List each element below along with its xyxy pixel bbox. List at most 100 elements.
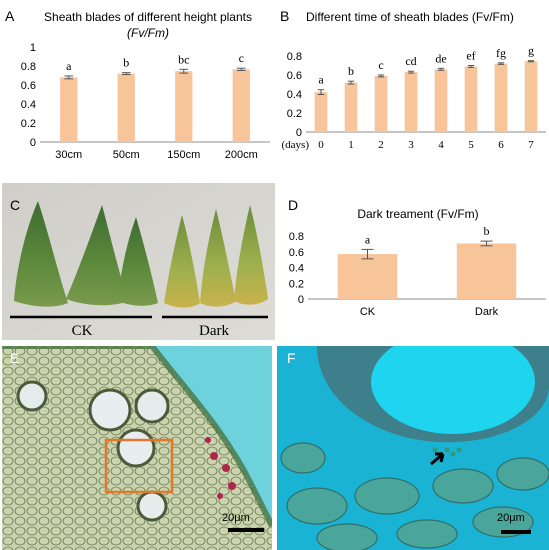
x-tick-label: 7	[528, 139, 534, 151]
x-axis-prefix: (days)	[282, 139, 310, 151]
leaf-dark-3	[234, 205, 268, 305]
dark-label: Dark	[199, 323, 229, 339]
x-tick-label: 150cm	[167, 149, 200, 161]
bar	[232, 69, 250, 142]
y-tick-label: 1	[30, 42, 36, 54]
panel-e-photo: E 20μm	[2, 346, 272, 550]
bar	[175, 71, 193, 142]
significance-letter: bc	[178, 52, 189, 66]
chart-title-line1: Sheath blades of different height plants	[44, 10, 252, 24]
significance-letter: a	[318, 73, 324, 87]
x-tick-label: 50cm	[113, 149, 140, 161]
y-tick-label: 0.2	[287, 108, 302, 120]
chart-d: D Dark treament (Fv/Fm) 0 0.2 0.4 0.6 0.8 a CK…	[288, 197, 546, 318]
y-tick-label: 0.6	[287, 70, 302, 82]
vascular-bundle	[16, 380, 48, 412]
panel-c-photo: C CK Dark	[2, 183, 275, 340]
significance-letter: a	[66, 59, 72, 73]
micrograph-f: F 20μm	[277, 346, 549, 550]
arrow-icon	[430, 452, 445, 466]
bar	[374, 75, 388, 132]
vascular-bundle	[134, 388, 170, 424]
y-tick-label: 0.4	[287, 89, 302, 101]
chart-d-plot: 0 0.2 0.4 0.6 0.8 a CK b Dark	[289, 224, 546, 318]
vascular-bundle	[116, 428, 156, 468]
x-tick-label: 0	[318, 139, 324, 151]
bar	[344, 82, 358, 132]
y-tick-label: 0	[296, 127, 302, 139]
micrograph-e: E 20μm	[2, 346, 272, 550]
large-cell	[371, 346, 535, 434]
bar	[60, 77, 78, 142]
x-tick-label: 6	[498, 139, 504, 151]
chart-a-plot: 0 0.2 0.4 0.6 0.8 1 a 30cm b 50cm bc 150cm c 200cm	[21, 42, 270, 161]
x-tick-label: 4	[438, 139, 444, 151]
y-tick-label: 0	[30, 137, 36, 149]
x-tick-label: 2	[378, 139, 384, 151]
leaf-dark-1	[164, 215, 200, 308]
leaf-photo: C CK Dark	[2, 183, 275, 340]
y-tick-label: 0.4	[289, 263, 304, 275]
vascular-bundle	[88, 388, 132, 432]
panel-letter: D	[288, 197, 298, 213]
bar	[404, 72, 418, 132]
bar	[117, 73, 135, 142]
panel-b: B Different time of sheath blades (Fv/Fm…	[276, 0, 549, 180]
scalebar-label: 20μm	[497, 512, 525, 524]
chart-title: Different time of sheath blades (Fv/Fm)	[306, 10, 514, 24]
x-tick-label: 5	[468, 139, 474, 151]
bar	[314, 92, 328, 132]
scalebar-label: 20μm	[222, 512, 250, 524]
significance-letter: fg	[496, 46, 506, 60]
significance-letter: ef	[466, 49, 475, 63]
panel-letter: F	[287, 350, 296, 366]
bar	[524, 61, 538, 132]
chart-a: A Sheath blades of different height plan…	[5, 8, 270, 161]
panel-letter: A	[5, 8, 15, 24]
ck-label: CK	[72, 323, 93, 339]
highlight-box	[104, 438, 174, 494]
significance-letter: g	[528, 44, 534, 58]
y-tick-label: 0	[298, 294, 304, 306]
y-tick-label: 0.8	[287, 51, 302, 63]
bar	[464, 66, 478, 132]
significance-letter: cd	[405, 54, 416, 68]
bar	[494, 63, 508, 132]
significance-letter: b	[123, 56, 129, 70]
chart-title-line2: (Fv/Fm)	[127, 26, 169, 40]
bar	[434, 69, 448, 132]
y-tick-label: 0.2	[289, 278, 304, 290]
panel-a: A Sheath blades of different height plan…	[0, 0, 275, 180]
significance-letter: a	[365, 232, 371, 246]
significance-letter: b	[348, 64, 354, 78]
panel-letter: E	[10, 350, 19, 366]
x-tick-label: 30cm	[55, 149, 82, 161]
panel-f-photo: F 20μm	[277, 346, 549, 550]
chart-title: Dark treament (Fv/Fm)	[357, 207, 478, 221]
significance-letter: de	[435, 51, 446, 65]
leaf-ck-2	[66, 205, 128, 306]
vascular-bundle	[136, 490, 168, 522]
significance-letter: c	[239, 51, 244, 65]
y-tick-label: 0.8	[21, 61, 36, 73]
chart-b-plot: 0 0.2 0.4 0.6 0.8 (days) a 0 b 1 c 2 cd 3 de 4 ef 5 fg 6 g 7	[282, 44, 546, 151]
x-tick-label: 1	[348, 139, 354, 151]
y-tick-label: 0.8	[289, 231, 304, 243]
y-tick-label: 0.6	[289, 247, 304, 259]
bar	[337, 254, 398, 299]
x-tick-label: 3	[408, 139, 414, 151]
leaf-ck-3	[118, 217, 158, 306]
chart-b: B Different time of sheath blades (Fv/Fm…	[280, 8, 546, 151]
leaf-dark-2	[200, 209, 236, 307]
leaf-ck-1	[14, 201, 68, 307]
y-tick-label: 0.4	[21, 99, 36, 111]
significance-letter: b	[484, 224, 490, 238]
x-tick-label: Dark	[475, 306, 499, 318]
x-tick-label: CK	[360, 306, 376, 318]
significance-letter: c	[378, 58, 383, 72]
panel-d: D Dark treament (Fv/Fm) 0 0.2 0.4 0.6 0.8 a CK…	[276, 183, 549, 340]
y-tick-label: 0.2	[21, 118, 36, 130]
panel-letter: B	[280, 8, 289, 24]
panel-letter: C	[10, 197, 20, 213]
y-tick-label: 0.6	[21, 80, 36, 92]
